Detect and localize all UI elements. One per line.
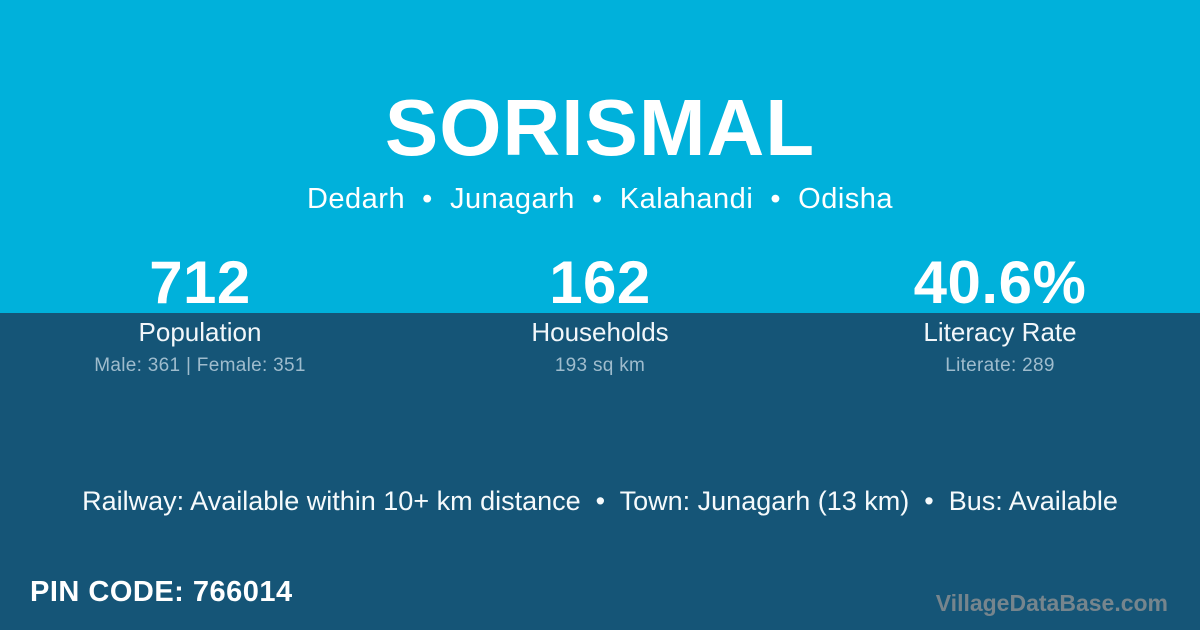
top-band <box>0 0 1200 313</box>
village-title: SORISMAL <box>384 83 816 172</box>
households-value: 162 <box>549 249 651 316</box>
location-breadcrumb: Dedarh • Junagarh • Kalahandi • Odisha <box>306 183 894 215</box>
transport-availability-line: Railway: Available within 10+ km distanc… <box>82 486 1118 516</box>
households-detail: 193 sq km <box>554 355 646 376</box>
literacy-rate-value: 40.6% <box>913 249 1087 316</box>
population-label: Population <box>138 317 262 347</box>
population-detail: Male: 361 | Female: 351 <box>94 355 306 376</box>
pin-code: PIN CODE: 766014 <box>30 576 293 608</box>
literacy-rate-detail: Literate: 289 <box>945 355 1055 376</box>
site-watermark: VillageDataBase.com <box>935 590 1168 616</box>
stat-population: 712 Population Male: 361 | Female: 351 <box>0 252 400 377</box>
stat-literacy-rate: 40.6% Literacy Rate Literate: 289 <box>800 252 1200 377</box>
literacy-rate-label: Literacy Rate <box>923 317 1077 347</box>
households-label: Households <box>531 317 669 347</box>
stats-row: 712 Population Male: 361 | Female: 351 1… <box>0 252 1200 377</box>
bottom-band <box>0 313 1200 630</box>
population-value: 712 <box>149 249 251 316</box>
stat-households: 162 Households 193 sq km <box>400 252 800 377</box>
